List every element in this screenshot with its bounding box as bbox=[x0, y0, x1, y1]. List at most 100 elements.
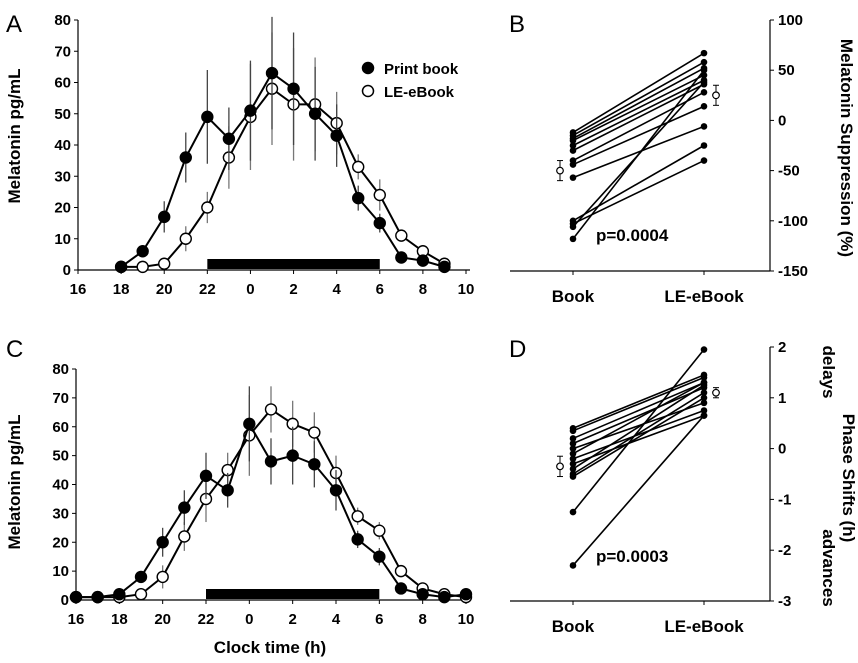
panel-c-melatonin-profile: 0 10 20 30 40 50 60 70 80 16 18 20 22 0 2 4 6 8 10 bbox=[52, 361, 474, 628]
panel-a-series-print-book-point bbox=[222, 132, 236, 145]
panel-c-series-le-ebook-line bbox=[76, 408, 467, 599]
panel-c-series-le-ebook-point bbox=[373, 524, 386, 537]
panel-a-x-tick-label: 0 bbox=[246, 281, 254, 298]
panel-c-y-tick-label: 0 bbox=[61, 592, 69, 609]
panel-d-subject-line bbox=[572, 392, 705, 475]
panel-d-subject-point-le-ebook bbox=[700, 389, 708, 397]
panel-c-y-tick-label: 70 bbox=[52, 390, 69, 407]
panel-b-melatonin-suppression: -150 -100 -50 0 50 100 Book LE-eBook bbox=[510, 12, 808, 306]
panel-d-y-tick-label: 2 bbox=[778, 339, 786, 356]
panel-c-series-le-ebook-point bbox=[178, 530, 191, 543]
panel-d-y-tick-label: -3 bbox=[778, 593, 791, 610]
panel-d-subject-line bbox=[572, 376, 705, 432]
panel-a-series-print-book-point bbox=[373, 216, 386, 230]
panel-d-subject-point-book bbox=[569, 450, 577, 457]
panel-b-subject-line bbox=[572, 74, 705, 142]
panel-d-y-tick-label: 0 bbox=[778, 441, 786, 458]
panel-b-y-tick-label: -100 bbox=[778, 213, 808, 230]
panel-d-x-tick-label: Book bbox=[552, 617, 595, 636]
panel-d-subject-point-book bbox=[569, 473, 577, 480]
panel-b-y-axis-label: Melatonin Suppression (%) bbox=[837, 39, 856, 257]
panel-d-pvalue: p=0.0003 bbox=[596, 547, 668, 566]
panel-d-y-axis-label: Phase Shifts (h) bbox=[839, 414, 858, 542]
panel-b-y-tick-label: 50 bbox=[778, 62, 795, 79]
panel-a-series-print-book-point bbox=[330, 129, 343, 142]
panel-d-subject-point-book bbox=[569, 435, 577, 442]
panel-c-series-print-book-point bbox=[243, 417, 256, 431]
panel-b-y-tick-label: -150 bbox=[778, 263, 808, 280]
panel-d-phase-shifts: -3 -2 -1 0 1 2 Book LE-eBook bbox=[510, 339, 791, 636]
panel-c-x-tick-label: 22 bbox=[198, 611, 215, 628]
panel-d-subject-line bbox=[572, 397, 705, 478]
panel-b-subject-point-le-ebook bbox=[700, 157, 708, 164]
panel-a-series-le-ebook-point bbox=[373, 188, 386, 202]
panel-a-series-print-book-point bbox=[287, 82, 300, 95]
panel-b-subject-line bbox=[572, 144, 705, 222]
panel-d-mean-le-ebook-point bbox=[712, 388, 720, 397]
panel-c-y-tick-label: 20 bbox=[52, 534, 69, 551]
panel-c-y-tick-label: 40 bbox=[52, 477, 69, 494]
panel-a-y-tick-label: 20 bbox=[54, 200, 71, 217]
legend-label-print-book: Print book bbox=[384, 61, 459, 78]
panel-d-subject-point-le-ebook bbox=[700, 381, 708, 389]
panel-d-y-tick-label: 1 bbox=[778, 390, 786, 407]
panel-a-x-tick-label: 16 bbox=[70, 281, 87, 298]
panel-c-series-print-book-point bbox=[264, 455, 278, 468]
panel-d-subject-line bbox=[572, 374, 705, 430]
panel-c-y-axis-label: Melatonin pg/mL bbox=[5, 414, 24, 549]
panel-b-subject-point-le-ebook bbox=[700, 66, 708, 74]
panel-a-series-le-ebook-line bbox=[121, 87, 445, 268]
panel-b-subject-line bbox=[572, 83, 705, 152]
panel-b-subject-line bbox=[572, 125, 705, 179]
panel-b-x-tick-label: LE-eBook bbox=[664, 287, 744, 306]
panel-c-series-print-book-point bbox=[373, 550, 386, 563]
panel-d-subject-point-book bbox=[569, 455, 577, 463]
panel-d-subject-line bbox=[572, 386, 705, 445]
panel-b-subject-point-book bbox=[569, 137, 577, 144]
panel-label-d: D bbox=[509, 336, 526, 363]
panel-d-subject-point-book bbox=[569, 508, 577, 516]
panel-b-subject-line bbox=[572, 105, 705, 166]
panel-c-y-tick-label: 10 bbox=[52, 563, 69, 580]
panel-b-mean-le-ebook-point bbox=[712, 91, 720, 100]
panel-b-subject-point-le-ebook bbox=[700, 88, 708, 96]
panel-a-y-tick-label: 60 bbox=[54, 75, 71, 92]
panel-b-subject-point-book bbox=[569, 161, 577, 168]
panel-a-x-tick-label: 18 bbox=[113, 281, 130, 298]
panel-b-y-tick-label: -50 bbox=[778, 163, 800, 180]
panel-d-subject-point-book bbox=[569, 460, 577, 468]
panel-b-mean-book-point bbox=[556, 166, 564, 175]
panel-c-series-print-book-point bbox=[438, 590, 451, 604]
panel-a-y-tick-label: 70 bbox=[54, 43, 71, 60]
panel-a-series-print-book-point bbox=[201, 110, 214, 124]
panel-c-series-print-book-point bbox=[308, 458, 321, 471]
panel-a-melatonin-profile: 0 10 20 30 40 50 60 70 80 16 18 20 22 0 2 4 6 8 10 bbox=[54, 12, 474, 298]
panel-c-series-le-ebook-point bbox=[134, 588, 148, 601]
panel-b-subject-point-book bbox=[569, 235, 577, 243]
panel-b-subject-point-le-ebook bbox=[700, 142, 708, 149]
legend-marker-le-ebook bbox=[361, 84, 375, 98]
panel-a-series-le-ebook-point bbox=[158, 257, 171, 270]
panel-b-subject-line bbox=[572, 159, 705, 225]
panel-a-series-print-book-point bbox=[158, 210, 171, 224]
panel-d-subject-line bbox=[572, 381, 705, 440]
panel-a-series-print-book-point bbox=[244, 104, 257, 117]
panel-a-y-tick-label: 0 bbox=[63, 262, 71, 279]
panel-b-subject-line bbox=[572, 79, 705, 147]
panel-label-c: C bbox=[6, 336, 23, 363]
panel-c-series-print-book-point bbox=[329, 484, 343, 497]
panel-b-subject-point-le-ebook bbox=[700, 123, 708, 130]
panel-c-series-print-book-point bbox=[178, 501, 191, 514]
panel-c-x-tick-label: 2 bbox=[288, 611, 296, 628]
panel-b-y-tick-label: 100 bbox=[778, 12, 803, 29]
panel-b-subject-point-book bbox=[569, 223, 577, 231]
panel-c-series-le-ebook-point bbox=[394, 564, 408, 578]
panel-a-series-le-ebook-point bbox=[136, 260, 149, 274]
panel-b-x-tick-label: Book bbox=[552, 287, 595, 306]
panel-a-series-print-book-line bbox=[120, 71, 445, 268]
panel-a-series-print-book-point bbox=[114, 260, 128, 274]
panel-b-subject-point-book bbox=[569, 174, 577, 181]
legend: Print book LE-eBook bbox=[361, 61, 459, 101]
panel-a-series-print-book-point bbox=[265, 66, 279, 80]
